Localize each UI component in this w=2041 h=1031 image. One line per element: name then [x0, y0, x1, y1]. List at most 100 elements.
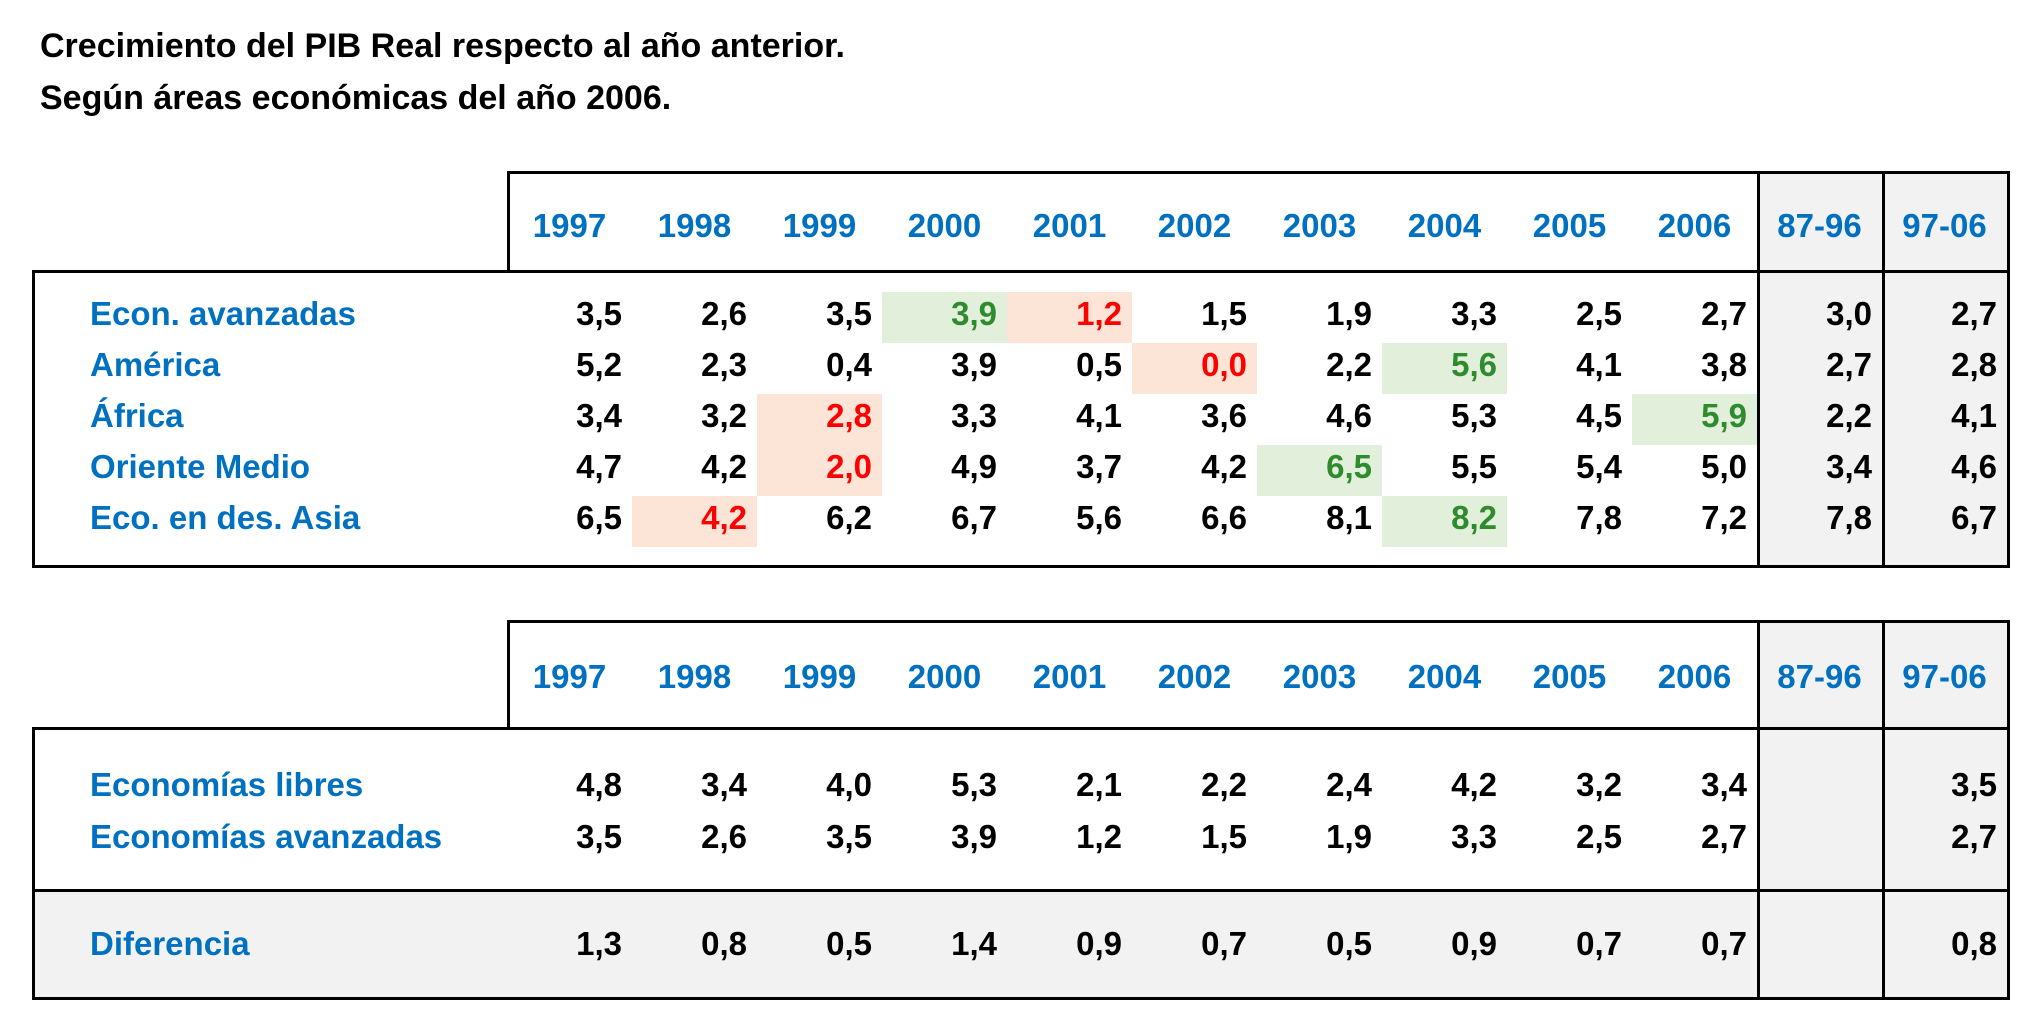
- min-value-highlight: [757, 394, 882, 445]
- data-cell: 8,2: [1451, 499, 1497, 536]
- data-cell: 2,2: [1201, 766, 1247, 803]
- data-cell: 4,0: [826, 766, 872, 803]
- column-divider-87-96: [1757, 171, 1760, 568]
- data-cell: 6,7: [1951, 499, 1997, 536]
- data-cell: 3,5: [1951, 766, 1997, 803]
- data-cell: 4,9: [951, 448, 997, 485]
- data-cell: 4,7: [576, 448, 622, 485]
- data-cell: 6,7: [951, 499, 997, 536]
- data-cell: 2,5: [1576, 818, 1622, 855]
- data-cell: 4,2: [1201, 448, 1247, 485]
- row-label: Economías libres: [90, 766, 364, 803]
- footer-data-cell: 1,4: [951, 925, 997, 962]
- data-cell: 1,9: [1326, 295, 1372, 332]
- footer-data-cell: 0,5: [826, 925, 872, 962]
- data-cell: 3,7: [1076, 448, 1122, 485]
- footer-data-cell: 1,3: [576, 925, 622, 962]
- data-cell: 3,4: [1701, 766, 1747, 803]
- footer-data-cell: 0,5: [1326, 925, 1372, 962]
- data-cell: 2,7: [1701, 818, 1747, 855]
- column-header-year: 97-06: [1902, 207, 1987, 244]
- body-frame: [32, 270, 2010, 568]
- row-label: Eco. en des. Asia: [90, 499, 361, 536]
- data-cell: 3,9: [951, 346, 997, 383]
- row-label: Econ. avanzadas: [90, 295, 356, 332]
- data-cell: 2,1: [1076, 766, 1122, 803]
- row-label: América: [90, 346, 221, 383]
- column-header-year: 97-06: [1902, 658, 1987, 695]
- min-value-highlight: [1132, 343, 1257, 394]
- data-cell: 3,3: [1451, 295, 1497, 332]
- data-cell: 0,4: [826, 346, 872, 383]
- data-cell: 3,5: [576, 295, 622, 332]
- data-cell: 2,7: [1826, 346, 1872, 383]
- row-label: África: [90, 397, 184, 434]
- data-cell: 4,1: [1576, 346, 1622, 383]
- data-cell: 4,5: [1576, 397, 1622, 434]
- max-value-highlight: [882, 292, 1007, 343]
- data-cell: 2,2: [1826, 397, 1872, 434]
- data-cell: 4,2: [701, 499, 747, 536]
- data-cell: 2,6: [701, 818, 747, 855]
- min-value-highlight: [1007, 292, 1132, 343]
- data-cell: 5,3: [951, 766, 997, 803]
- max-value-highlight: [1382, 343, 1507, 394]
- data-cell: 3,9: [951, 818, 997, 855]
- max-value-highlight: [1632, 394, 1757, 445]
- data-cell: 1,5: [1201, 818, 1247, 855]
- column-header-year: 2001: [1032, 658, 1107, 695]
- column-header-year: 2003: [1282, 658, 1357, 695]
- data-cell: 4,1: [1076, 397, 1122, 434]
- data-cell: 3,4: [576, 397, 622, 434]
- data-cell: 5,5: [1451, 448, 1497, 485]
- column-header-year: 2004: [1407, 207, 1482, 244]
- data-cell: 2,0: [826, 448, 872, 485]
- data-cell: 3,3: [951, 397, 997, 434]
- data-cell: 5,3: [1451, 397, 1497, 434]
- data-cell: 3,0: [1826, 295, 1872, 332]
- data-cell: 5,9: [1701, 397, 1747, 434]
- column-divider-97-06: [1882, 171, 1885, 568]
- data-cell: 6,6: [1201, 499, 1247, 536]
- data-cell: 2,3: [701, 346, 747, 383]
- data-cell: 2,8: [826, 397, 872, 434]
- data-cell: 5,0: [1701, 448, 1747, 485]
- footer-row-label: Diferencia: [90, 925, 250, 962]
- data-cell: 7,8: [1576, 499, 1622, 536]
- data-cell: 7,2: [1701, 499, 1747, 536]
- min-value-highlight: [632, 496, 757, 547]
- column-header-year: 87-96: [1777, 207, 1862, 244]
- data-cell: 2,7: [1951, 295, 1997, 332]
- max-value-highlight: [1257, 445, 1382, 496]
- data-cell: 3,4: [1826, 448, 1872, 485]
- footer-data-cell: 0,7: [1576, 925, 1622, 962]
- data-cell: 4,6: [1951, 448, 1997, 485]
- data-cell: 1,5: [1201, 295, 1247, 332]
- data-cell: 0,5: [1076, 346, 1122, 383]
- data-cell: 3,5: [826, 818, 872, 855]
- data-cell: 2,4: [1326, 766, 1372, 803]
- data-cell: 8,1: [1326, 499, 1372, 536]
- max-value-highlight: [1382, 496, 1507, 547]
- column-header-year: 2000: [907, 658, 982, 695]
- row-label: Oriente Medio: [90, 448, 311, 485]
- column-header-year: 2002: [1157, 658, 1232, 695]
- chart-title-line-2: Según áreas económicas del año 2006.: [40, 79, 672, 117]
- min-value-highlight: [757, 445, 882, 496]
- column-header-year: 87-96: [1777, 658, 1862, 695]
- footer-data-cell: 0,7: [1201, 925, 1247, 962]
- column-header-year: 2001: [1032, 207, 1107, 244]
- column-header-year: 2005: [1532, 658, 1607, 695]
- data-cell: 5,6: [1451, 346, 1497, 383]
- data-cell: 4,6: [1326, 397, 1372, 434]
- data-cell: 2,2: [1326, 346, 1372, 383]
- data-cell: 3,5: [576, 818, 622, 855]
- chart-title-line-1: Crecimiento del PIB Real respecto al año…: [40, 27, 845, 65]
- column-header-year: 2003: [1282, 207, 1357, 244]
- data-cell: 6,2: [826, 499, 872, 536]
- data-cell: 3,6: [1201, 397, 1247, 434]
- data-cell: 3,8: [1701, 346, 1747, 383]
- data-cell: 3,9: [951, 295, 997, 332]
- data-cell: 5,6: [1076, 499, 1122, 536]
- footer-data-cell: 0,9: [1076, 925, 1122, 962]
